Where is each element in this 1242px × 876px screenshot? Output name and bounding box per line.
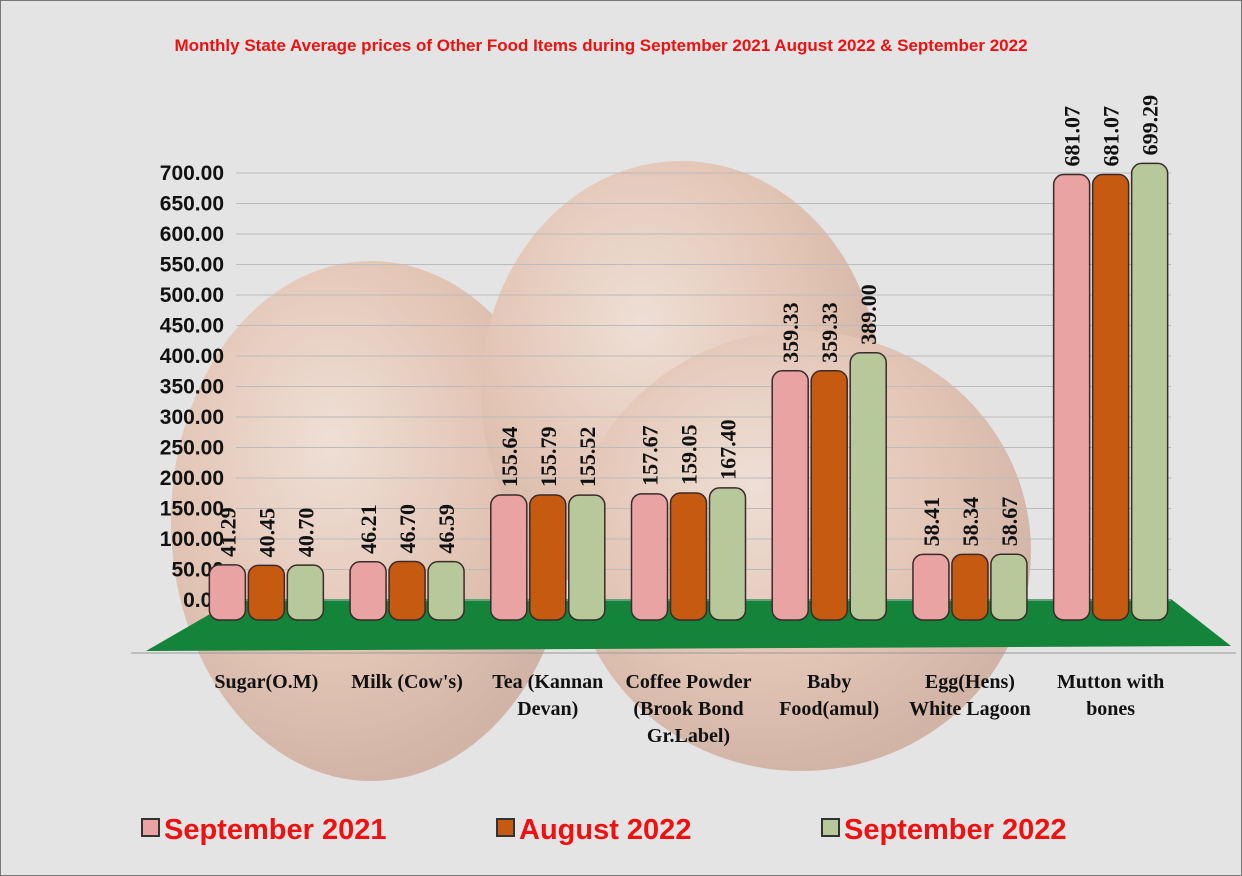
y-tick-label: 350.00 (160, 376, 224, 399)
legend-label: August 2022 (519, 814, 692, 846)
value-label: 359.33 (778, 302, 803, 363)
bar (708, 487, 747, 621)
bar (490, 494, 528, 621)
value-label: 58.67 (997, 497, 1022, 547)
legend-label: September 2022 (844, 814, 1067, 846)
bar (568, 494, 606, 621)
value-label: 389.00 (856, 284, 881, 345)
y-tick-label: 650.00 (160, 193, 224, 216)
y-tick-label: 400.00 (160, 345, 224, 368)
legend-marker (496, 818, 515, 837)
value-label: 46.70 (395, 504, 420, 554)
bar (1130, 162, 1169, 621)
y-tick-label: 450.00 (160, 315, 224, 338)
y-tick-label: 550.00 (160, 254, 224, 277)
value-label: 167.40 (716, 419, 741, 480)
value-label: 681.07 (1099, 106, 1124, 167)
bar (427, 560, 465, 621)
x-tick-label: Milk (Cow's) (351, 671, 463, 693)
bar (849, 351, 887, 621)
bar (630, 493, 669, 621)
legend-marker (141, 818, 160, 837)
bar (1091, 173, 1130, 621)
value-label: 40.70 (293, 508, 318, 558)
bar (286, 564, 325, 621)
x-tick-label: Sugar(O.M) (214, 671, 319, 693)
y-tick-label: 500.00 (160, 284, 224, 307)
y-tick-label: 250.00 (160, 437, 224, 460)
y-tick-label: 700.00 (160, 162, 224, 185)
bar (208, 564, 247, 621)
y-tick-label: 150.00 (160, 498, 224, 521)
bar (247, 564, 286, 621)
value-label: 155.64 (497, 427, 522, 488)
legend-label: September 2021 (164, 814, 387, 846)
value-label: 41.29 (215, 507, 240, 557)
value-label: 155.52 (575, 427, 600, 488)
bar (951, 553, 989, 621)
value-label: 58.34 (958, 497, 983, 547)
chart-title: Monthly State Average prices of Other Fo… (174, 36, 1028, 55)
value-label: 359.33 (817, 302, 842, 363)
value-label: 681.07 (1060, 106, 1085, 167)
legend-entry: September 2022 (821, 814, 1066, 847)
value-label: 159.05 (677, 424, 702, 485)
bar (529, 494, 567, 621)
bar (990, 553, 1028, 621)
x-tick-label: Tea (Kannan Devan) (492, 671, 604, 720)
value-label: 58.41 (919, 497, 944, 547)
y-tick-label: 300.00 (160, 406, 224, 429)
bar (669, 492, 708, 621)
bar (771, 370, 809, 621)
value-label: 46.59 (434, 504, 459, 554)
value-label: 157.67 (638, 425, 663, 486)
bar (1052, 173, 1091, 621)
y-tick-label: 100.00 (160, 528, 224, 551)
bar (349, 561, 387, 621)
x-tick-label: Baby Food(amul) (779, 671, 880, 720)
legend-entry: September 2021 (141, 814, 386, 847)
legend-marker (821, 818, 840, 837)
value-label: 699.29 (1138, 95, 1163, 156)
bar (810, 370, 848, 621)
bar (388, 560, 426, 621)
value-label: 155.79 (536, 426, 561, 487)
x-tick-label: Mutton with bones (1057, 671, 1165, 720)
y-tick-label: 600.00 (160, 223, 224, 246)
x-tick-label: Coffee Powder (Brook Bond Gr.Label) (625, 671, 752, 747)
value-label: 46.21 (356, 504, 381, 554)
y-tick-label: 200.00 (160, 467, 224, 490)
legend-entry: August 2022 (496, 814, 691, 847)
bar (912, 553, 950, 621)
x-tick-label: Egg(Hens) White Lagoon (909, 671, 1031, 720)
value-label: 40.45 (254, 508, 279, 558)
